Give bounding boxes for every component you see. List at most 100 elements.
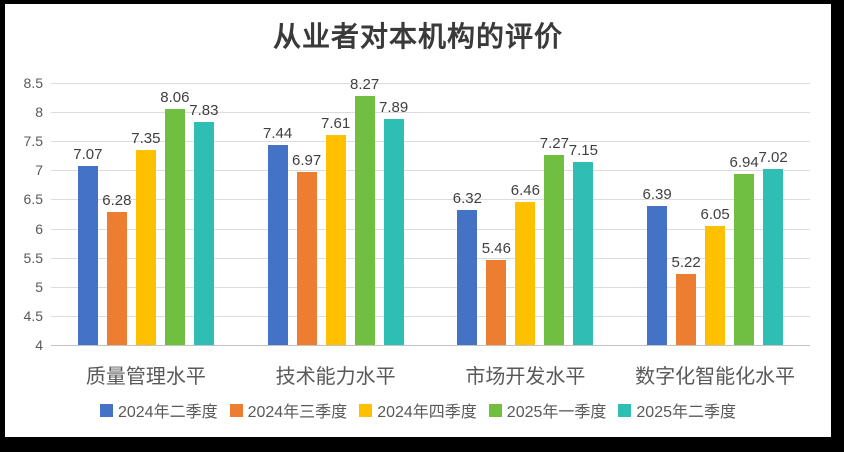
gridline (51, 170, 810, 172)
bar-data-label: 8.27 (350, 76, 380, 94)
bar (676, 273, 697, 345)
bar-wrap: 5.46 (482, 83, 511, 345)
bar (296, 172, 317, 345)
gridline (51, 112, 810, 114)
bar (486, 260, 507, 345)
bar-data-label: 7.61 (321, 114, 351, 132)
legend-item: 2024年二季度 (99, 398, 218, 422)
legend-item-label: 2024年二季度 (117, 404, 218, 421)
y-axis: 8.5 8 7.5 7 6.5 6 5.5 5 4.5 4 (5, 75, 45, 353)
plot-area: 7.07 6.28 7.35 8.06 7.83 7.44 6.97 7.61 8.27 7.89… (51, 77, 810, 346)
chart-frame: 从业者对本机构的评价 8.5 8 7.5 7 6.5 6 5.5 5 4.5 4 7.07 6.28… (5, 4, 831, 437)
bar-data-label: 5.22 (671, 253, 701, 271)
bar-group: 6.39 5.22 6.05 6.94 7.02 (620, 83, 810, 345)
bar-data-label: 8.06 (160, 88, 190, 106)
bar-data-label: 6.46 (510, 181, 540, 199)
bar (705, 225, 726, 345)
bar-wrap: 8.27 (350, 77, 379, 345)
y-tick-label: 7 (35, 162, 43, 179)
legend-item-label: 2025年一季度 (506, 404, 607, 421)
bar (544, 154, 565, 345)
bar-wrap: 7.15 (569, 83, 598, 345)
legend-swatch (99, 403, 113, 417)
bar (193, 122, 214, 345)
bar-data-label: 7.89 (379, 98, 409, 116)
bar-wrap: 6.97 (292, 83, 321, 345)
legend-item-label: 2025年二季度 (636, 404, 737, 421)
bar-wrap: 6.46 (511, 83, 540, 345)
y-tick-label: 8 (35, 104, 43, 121)
gridline (51, 141, 810, 143)
gridline (51, 199, 810, 201)
legend: 2024年二季度 2024年三季度 2024年四季度 2025年一季度 2025年二季度 (5, 398, 831, 422)
bar-data-label: 6.94 (729, 153, 759, 171)
bar (325, 134, 346, 345)
bar (164, 108, 185, 345)
bar-data-label: 5.46 (481, 240, 511, 257)
bar-wrap: 7.83 (189, 83, 218, 345)
bar-wrap: 6.28 (102, 83, 131, 345)
legend-item: 2025年二季度 (618, 398, 736, 422)
bar-wrap: 6.05 (701, 83, 730, 345)
bar-wrap: 5.22 (672, 83, 701, 345)
bar (734, 173, 755, 345)
bar-wrap: 7.61 (321, 83, 350, 345)
legend-item: 2024年四季度 (359, 398, 477, 422)
bar-data-label: 6.28 (102, 192, 132, 210)
legend-item: 2024年三季度 (229, 398, 348, 422)
bar-wrap: 7.27 (540, 83, 569, 345)
legend-item-label: 2024年四季度 (377, 404, 477, 421)
bar (135, 149, 156, 345)
gridline (51, 286, 810, 288)
x-category-label: 数字化智能化水平 (635, 366, 796, 388)
x-axis-labels: 质量管理水平 技术能力水平 市场开发水平 数字化智能化水平 (51, 360, 810, 389)
y-tick-label: 6.5 (23, 191, 43, 208)
bar (354, 96, 375, 345)
bar-data-label: 6.32 (452, 189, 482, 207)
bar-groups: 7.07 6.28 7.35 8.06 7.83 7.44 6.97 7.61 8.27 7.89… (51, 77, 810, 345)
y-tick-label: 5 (35, 278, 43, 295)
legend-swatch (229, 403, 243, 417)
y-tick-label: 5.5 (23, 249, 43, 266)
x-axis-line (51, 345, 810, 346)
bar-wrap: 7.07 (73, 83, 102, 345)
bar (647, 205, 668, 345)
bar (457, 209, 478, 345)
bar-data-label: 7.83 (189, 102, 219, 120)
gridline (51, 257, 810, 259)
bar-wrap: 7.44 (263, 83, 292, 345)
bar-data-label: 7.07 (73, 146, 103, 164)
bar (106, 212, 127, 345)
bar-data-label: 6.97 (292, 152, 322, 170)
bar-wrap: 6.94 (730, 83, 759, 345)
bar-data-label: 7.35 (131, 129, 161, 147)
x-category-label: 市场开发水平 (465, 366, 586, 388)
bar (515, 201, 536, 345)
bar-wrap: 6.39 (643, 83, 672, 345)
bar (267, 144, 288, 345)
y-tick-label: 6 (35, 220, 43, 237)
bar-wrap: 7.89 (379, 83, 408, 345)
legend-swatch (359, 403, 373, 417)
y-tick-label: 8.5 (23, 75, 43, 91)
bar-wrap: 6.32 (453, 83, 482, 345)
bar-group: 7.07 6.28 7.35 8.06 7.83 (51, 83, 241, 345)
legend-item-label: 2024年三季度 (247, 404, 348, 421)
y-tick-label: 7.5 (23, 133, 43, 150)
bar-data-label: 7.44 (263, 124, 293, 142)
legend-swatch (488, 403, 502, 417)
bar-wrap: 7.02 (759, 83, 788, 345)
bar-group: 7.44 6.97 7.61 8.27 7.89 (241, 77, 431, 345)
bar (573, 161, 594, 345)
y-tick-label: 4 (35, 337, 43, 353)
bar-data-label: 6.05 (700, 205, 730, 223)
gridline (51, 83, 810, 84)
x-category-label: 技术能力水平 (275, 366, 396, 388)
bar (763, 169, 784, 345)
y-tick-label: 4.5 (23, 307, 43, 324)
bar-data-label: 7.27 (539, 134, 569, 152)
bar-group: 6.32 5.46 6.46 7.27 7.15 (431, 83, 621, 345)
gridline (51, 228, 810, 230)
bar-wrap: 8.06 (160, 83, 189, 345)
bar-data-label: 7.02 (758, 149, 788, 167)
